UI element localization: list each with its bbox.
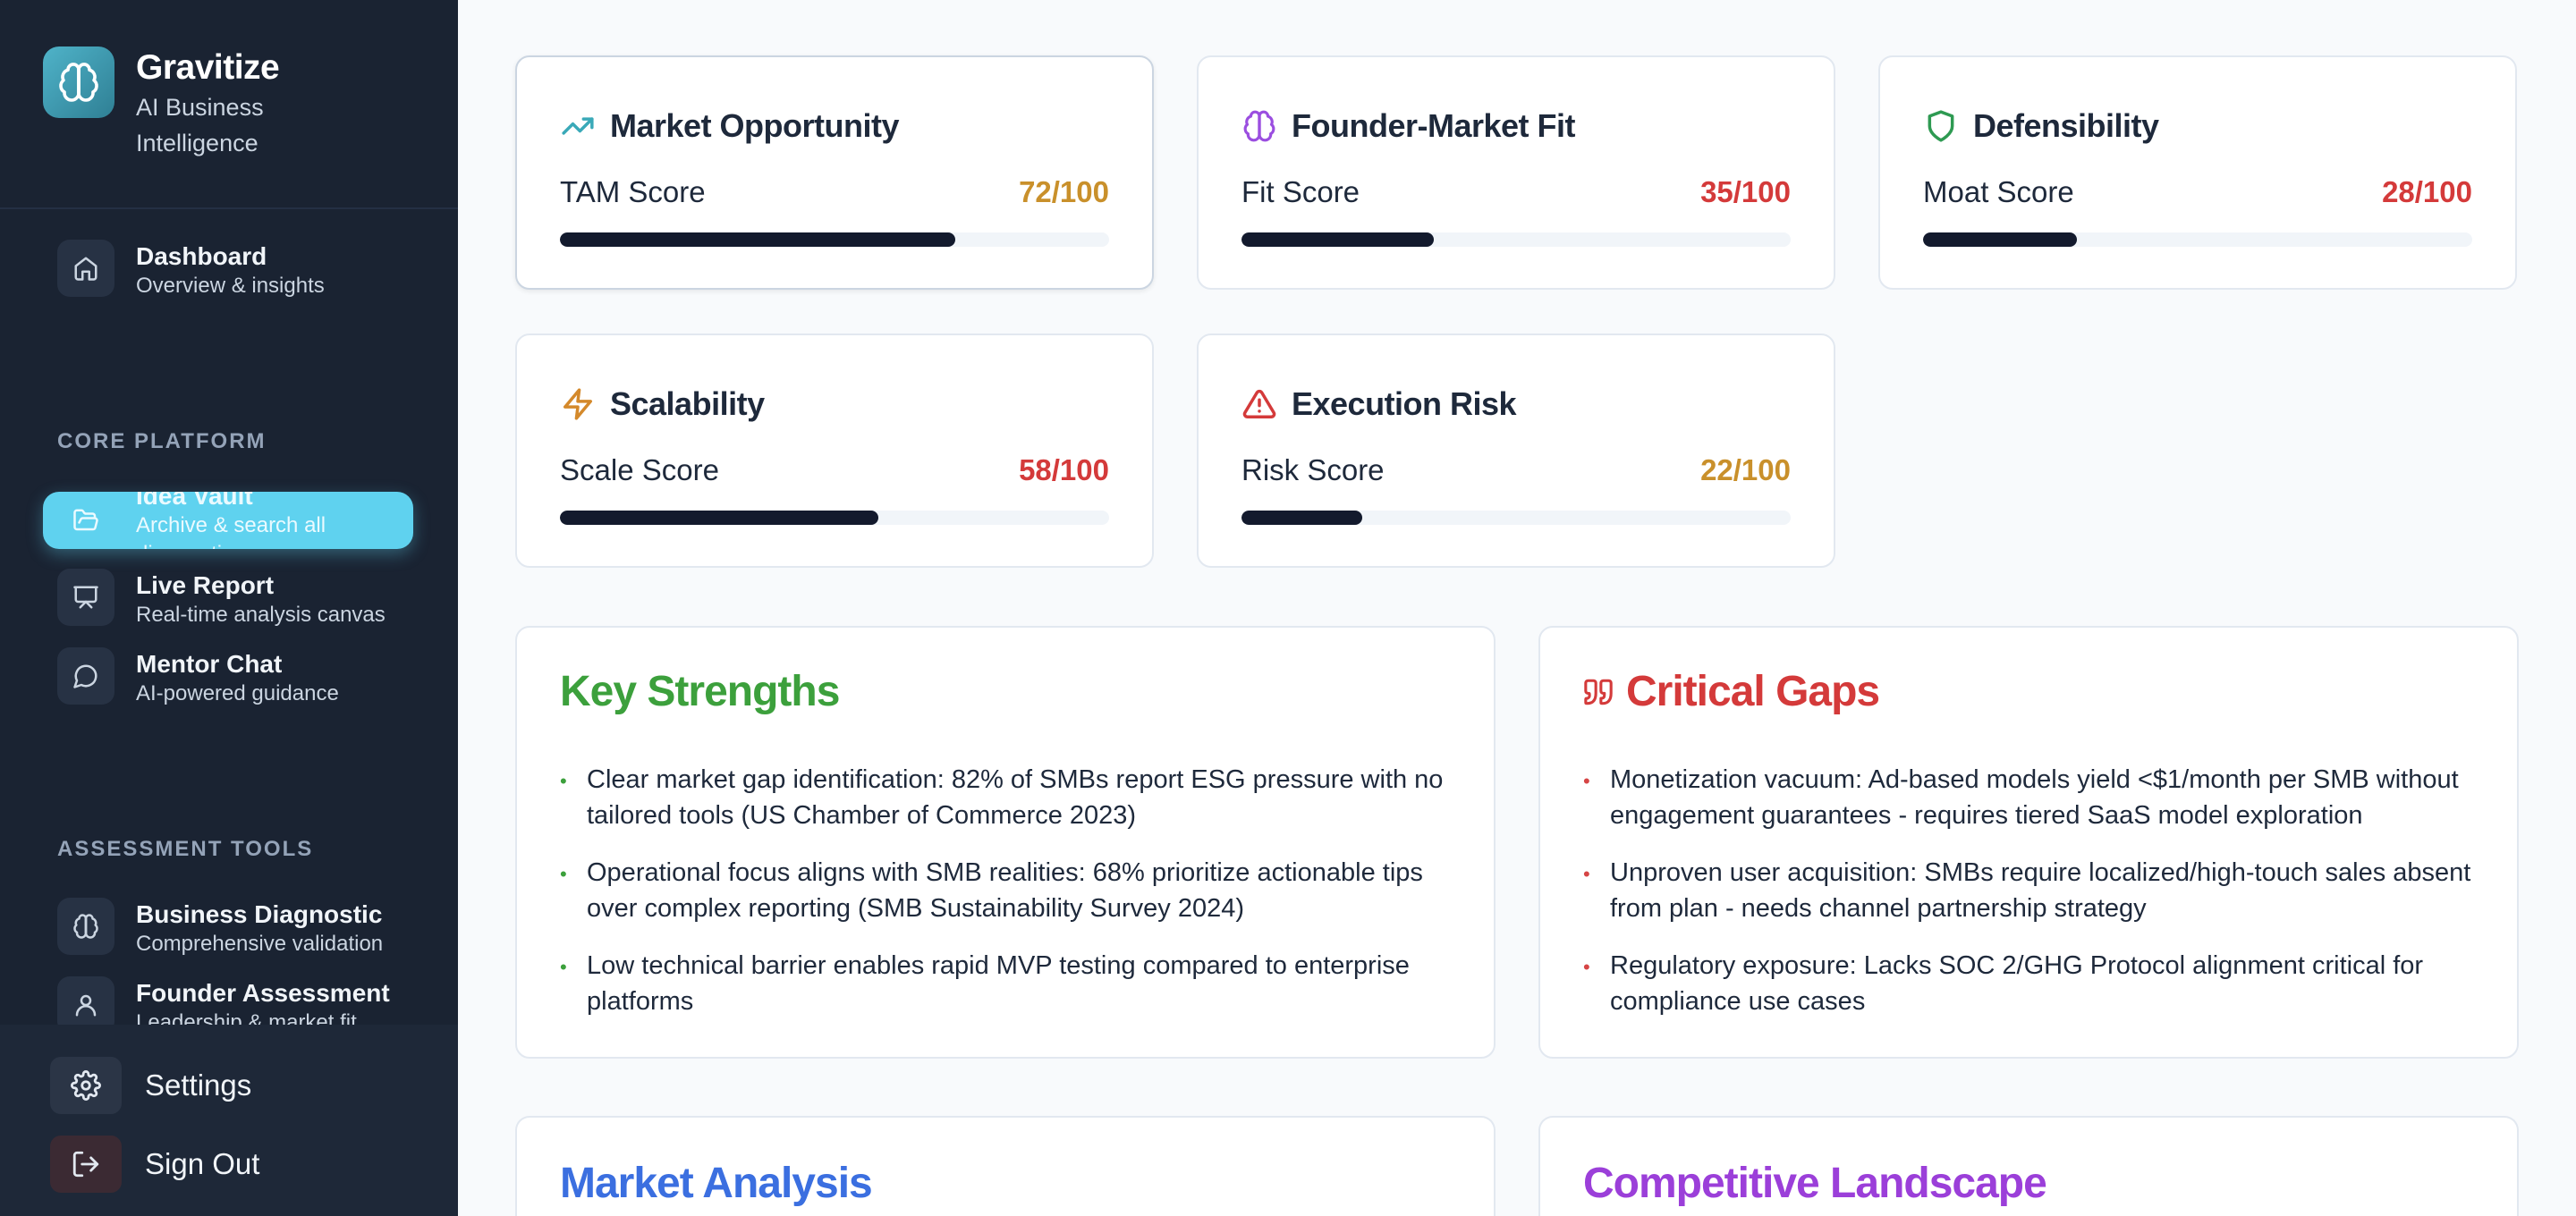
sidebar-item-title: Business Diagnostic <box>136 900 383 928</box>
sidebar-item-title: Mentor Chat <box>136 650 283 678</box>
score-card-founder-market-fit[interactable]: Founder-Market Fit Fit Score 35/100 <box>1197 55 1835 290</box>
sidebar-item-desc: Comprehensive validation <box>136 932 384 956</box>
list-item: Low technical barrier enables rapid MVP … <box>560 948 1451 1019</box>
sign-out-label: Sign Out <box>145 1147 260 1180</box>
competitive-landscape-title: Competitive Landscape <box>1583 1160 2047 1207</box>
brand[interactable]: Gravitize AI Business Intelligence <box>43 46 315 161</box>
sidebar-footer: Settings Sign Out <box>0 1025 458 1216</box>
strengths-list: Clear market gap identification: 82% of … <box>560 762 1451 1041</box>
shield-icon <box>1923 108 1959 144</box>
score-value: 22/100 <box>1700 453 1791 486</box>
gaps-list: Monetization vacuum: Ad-based models yie… <box>1583 762 2474 1041</box>
brain-logo-icon <box>43 46 114 118</box>
trending-up-icon <box>560 108 596 144</box>
market-analysis-title: Market Analysis <box>560 1160 873 1207</box>
list-item: Unproven user acquisition: SMBs require … <box>1583 855 2474 926</box>
sidebar-item-desc: Archive & search all diagnostics <box>136 513 326 549</box>
score-progress-fill <box>1923 232 2077 247</box>
sidebar-item-desc: AI-powered guidance <box>136 681 339 705</box>
score-card-market-opportunity[interactable]: Market Opportunity TAM Score 72/100 <box>515 55 1154 290</box>
score-label: Scale Score <box>560 453 719 486</box>
score-progress-bar <box>1241 511 1791 525</box>
warning-icon <box>1241 386 1277 422</box>
score-progress-fill <box>560 232 956 247</box>
settings-label: Settings <box>145 1068 252 1102</box>
score-card-title: Founder-Market Fit <box>1292 107 1576 144</box>
sidebar-item-desc: Overview & insights <box>136 274 325 298</box>
user-icon <box>57 976 114 1034</box>
list-item: Monetization vacuum: Ad-based models yie… <box>1583 762 2474 833</box>
score-progress-fill <box>1241 232 1434 247</box>
section-label-tools: ASSESSMENT TOOLS <box>57 837 314 861</box>
key-strengths-heading: Key Strengths <box>560 668 840 715</box>
brain-circuit-icon <box>57 898 114 955</box>
sidebar-divider <box>0 207 458 209</box>
score-card-title: Defensibility <box>1973 107 2159 144</box>
score-progress-bar <box>1923 232 2472 247</box>
score-value: 72/100 <box>1019 175 1109 208</box>
score-card-title: Scalability <box>610 385 765 422</box>
score-progress-bar <box>560 232 1109 247</box>
chat-bubble-icon <box>57 647 114 705</box>
critical-gaps-title: Critical Gaps <box>1583 667 1880 716</box>
presentation-icon <box>57 569 114 626</box>
sidebar: Gravitize AI Business Intelligence Dashb… <box>0 0 458 1216</box>
home-icon <box>57 240 114 297</box>
bolt-icon <box>560 386 596 422</box>
folder-open-icon <box>57 492 114 549</box>
score-label: Moat Score <box>1923 175 2074 208</box>
sidebar-item-desc: Real-time analysis canvas <box>136 603 386 627</box>
sidebar-item-title: Dashboard <box>136 242 267 270</box>
sidebar-item-dashboard[interactable]: Dashboard Overview & insights <box>43 232 413 304</box>
score-progress-bar <box>1241 232 1791 247</box>
score-card-title: Market Opportunity <box>610 107 900 144</box>
key-strengths-title: Key Strengths <box>560 667 840 716</box>
score-label: TAM Score <box>560 175 706 208</box>
score-value: 28/100 <box>2382 175 2472 208</box>
settings-button[interactable]: Settings <box>50 1057 251 1114</box>
brand-subtitle: AI Business Intelligence <box>136 94 264 156</box>
score-card-title: Execution Risk <box>1292 385 1517 422</box>
main-content: Market Opportunity TAM Score 72/100 Foun… <box>458 0 2576 1216</box>
score-card-defensibility[interactable]: Defensibility Moat Score 28/100 <box>1878 55 2517 290</box>
critical-gaps-card: Critical Gaps Monetization vacuum: Ad-ba… <box>1538 626 2519 1059</box>
score-value: 35/100 <box>1700 175 1791 208</box>
brain-icon <box>1241 108 1277 144</box>
sidebar-item-live-report[interactable]: Live Report Real-time analysis canvas <box>43 562 413 633</box>
score-value: 58/100 <box>1019 453 1109 486</box>
score-progress-fill <box>560 511 879 525</box>
brand-name: Gravitize <box>136 48 280 87</box>
score-label: Fit Score <box>1241 175 1360 208</box>
sidebar-item-title: Founder Assessment <box>136 979 390 1007</box>
sidebar-item-idea-vault[interactable]: Idea Vault Archive & search all diagnost… <box>43 492 413 549</box>
score-progress-fill <box>1241 511 1363 525</box>
score-card-scalability[interactable]: Scalability Scale Score 58/100 <box>515 334 1154 568</box>
log-out-icon <box>50 1136 122 1193</box>
competitive-landscape-card: Competitive Landscape <box>1538 1116 2519 1216</box>
sidebar-item-mentor-chat[interactable]: Mentor Chat AI-powered guidance <box>43 640 413 712</box>
key-strengths-card: Key Strengths Clear market gap identific… <box>515 626 1496 1059</box>
sidebar-item-title: Live Report <box>136 571 275 599</box>
quote-icon <box>1583 677 1614 707</box>
sign-out-button[interactable]: Sign Out <box>50 1136 259 1193</box>
market-analysis-card: Market Analysis <box>515 1116 1496 1216</box>
sidebar-item-title: Idea Vault <box>136 492 253 510</box>
score-progress-bar <box>560 511 1109 525</box>
score-label: Risk Score <box>1241 453 1385 486</box>
critical-gaps-heading: Critical Gaps <box>1626 668 1880 715</box>
section-label-core: CORE PLATFORM <box>57 429 267 453</box>
sidebar-item-business-diagnostic[interactable]: Business Diagnostic Comprehensive valida… <box>43 891 413 962</box>
gear-icon <box>50 1057 122 1114</box>
list-item: Regulatory exposure: Lacks SOC 2/GHG Pro… <box>1583 948 2474 1019</box>
list-item: Clear market gap identification: 82% of … <box>560 762 1451 833</box>
score-card-execution-risk[interactable]: Execution Risk Risk Score 22/100 <box>1197 334 1835 568</box>
list-item: Operational focus aligns with SMB realit… <box>560 855 1451 926</box>
